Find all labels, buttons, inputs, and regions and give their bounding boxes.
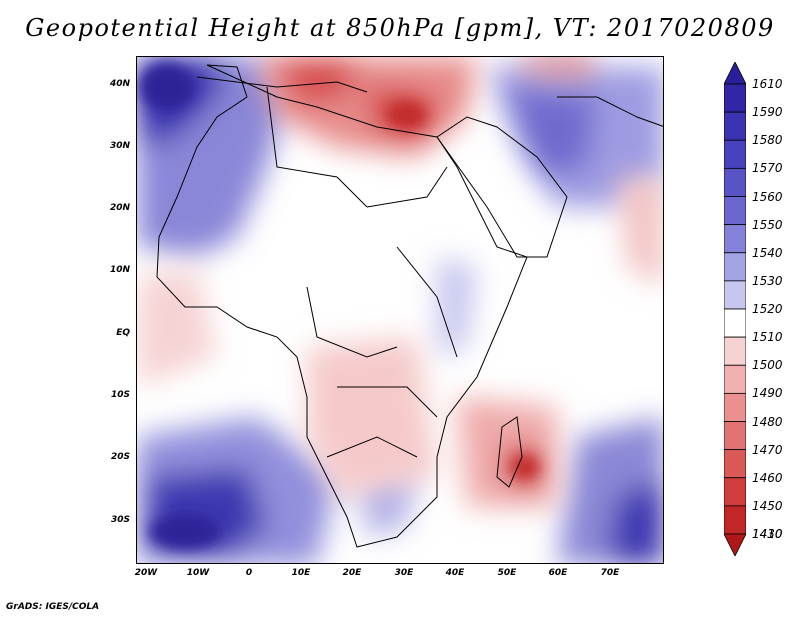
lat-tick-label: 30N [109, 141, 130, 151]
colorbar-cell [724, 167, 746, 197]
colorbar-cell [724, 224, 746, 254]
colorbar-level-label: 1460 [752, 470, 783, 485]
colorbar-level-label: 1590 [752, 105, 783, 120]
credit-label: GrADS: IGES/COLA [6, 602, 100, 612]
height-field-map [137, 57, 663, 563]
lon-tick-label: 70E [600, 568, 620, 578]
lon-tick-label: 10E [291, 568, 311, 578]
colorbar-level-label: 1560 [752, 189, 783, 204]
colorbar-level-label: 1520 [752, 302, 783, 316]
red-low-regions [137, 57, 663, 507]
lat-tick-label: 30S [110, 515, 130, 525]
colorbar-level-label: 1570 [752, 161, 783, 176]
lon-tick-label: 30E [394, 568, 414, 578]
colorbar-cell [724, 83, 746, 113]
map-title: Geopotential Height at 850hPa [gpm], VT:… [25, 14, 775, 42]
lon-tick-label: 0 [245, 568, 253, 578]
lat-tick-label: 10N [109, 265, 130, 275]
colorbar-cell [724, 449, 746, 479]
colorbar-bottom-arrow [724, 533, 746, 556]
colorbar-level-label: 1470 [752, 442, 783, 457]
colorbar-level-label: 1490 [752, 386, 783, 401]
colorbar-cell [724, 364, 746, 394]
lon-tick-label: 20E [342, 568, 362, 578]
colorbar [724, 62, 746, 556]
colorbar-top-arrow [724, 62, 746, 85]
colorbar-cell [724, 252, 746, 282]
colorbar-level-label: 1480 [752, 414, 783, 429]
colorbar-level-label: 1450 [752, 498, 783, 513]
colorbar-level-label: 1430 [752, 527, 783, 541]
colorbar-cell [724, 336, 746, 366]
colorbar-cell [724, 139, 746, 169]
colorbar-cell [724, 196, 746, 226]
colorbar-level-label: 1550 [752, 217, 783, 232]
colorbar-cell [724, 392, 746, 422]
lon-tick-label: 10W [186, 568, 210, 578]
colorbar-level-label: 1500 [752, 358, 783, 373]
colorbar-level-label: 1580 [752, 133, 783, 148]
coastlines-and-borders [156, 64, 663, 548]
lat-tick-label: 40N [109, 79, 130, 89]
colorbar-level-label: 1610 [752, 77, 783, 91]
colorbar-cell [724, 477, 746, 507]
lat-tick-label: EQ [116, 328, 130, 338]
lat-tick-label: 10S [110, 390, 130, 400]
colorbar-cell [724, 505, 746, 535]
colorbar-level-label: 1410 [752, 527, 783, 541]
lon-tick-label: 60E [548, 568, 568, 578]
lat-tick-label: 20S [110, 452, 130, 462]
lon-tick-label: 40E [445, 568, 465, 578]
colorbar-cell [724, 280, 746, 310]
colorbar-level-label: 1540 [752, 245, 783, 260]
map-panel [136, 56, 664, 564]
lon-tick-label: 20W [134, 568, 158, 578]
colorbar-level-label: 1530 [752, 273, 783, 288]
colorbar-cell [724, 308, 746, 338]
extreme-cores [139, 63, 539, 550]
lat-tick-label: 20N [109, 203, 130, 213]
colorbar-cell [724, 421, 746, 451]
colorbar-cell [724, 111, 746, 141]
colorbar-level-label: 1510 [752, 330, 783, 345]
lon-tick-label: 50E [497, 568, 517, 578]
